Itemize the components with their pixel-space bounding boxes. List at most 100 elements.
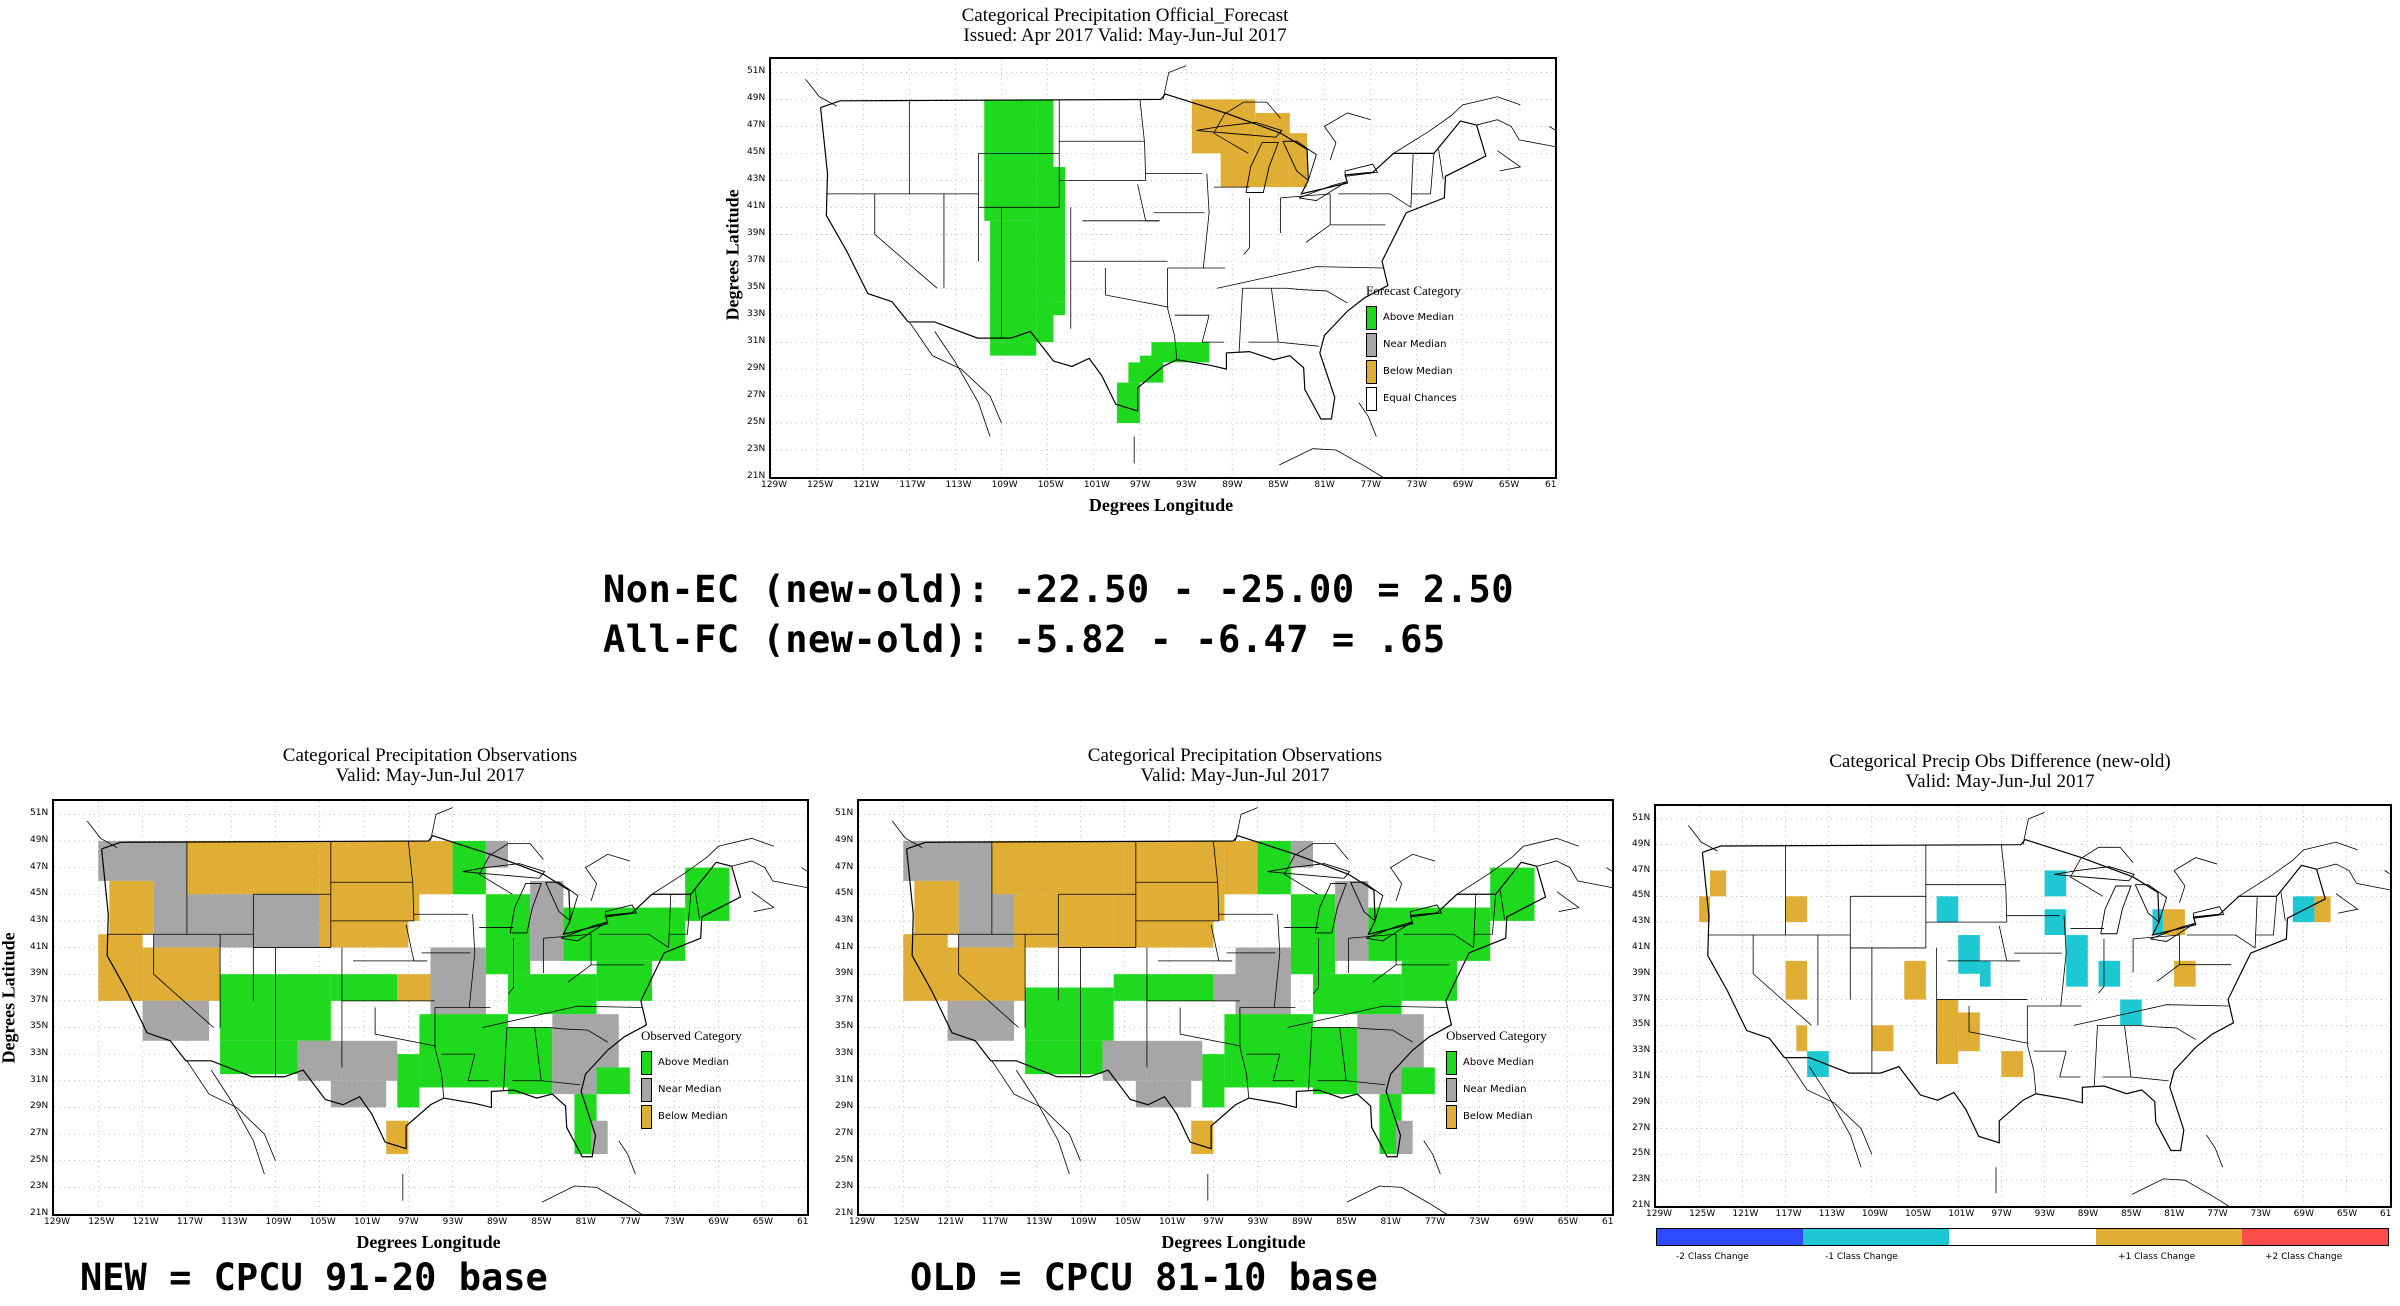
- bahamas-coast: [618, 1140, 636, 1175]
- us-outline: [906, 834, 1547, 1158]
- state-border: [1308, 1027, 1313, 1091]
- category-cell: [397, 1054, 420, 1108]
- great-lake: [1410, 904, 1443, 918]
- lat-tick-label: 43N: [1632, 916, 1651, 927]
- coastline: [1015, 1069, 1070, 1175]
- legend-above: Above Median: [1366, 304, 1461, 331]
- lon-tick-label: 69W: [2293, 1209, 2314, 1219]
- state-border: [153, 934, 214, 1028]
- category-cell: [1936, 896, 1959, 923]
- lat-tick-label: 39N: [747, 228, 766, 239]
- lon-tick-label: 85W: [531, 1217, 552, 1227]
- category-cell: [685, 867, 730, 921]
- category-cell: [991, 840, 1125, 895]
- category-cell: [508, 974, 597, 1015]
- cuba-coast: [1279, 448, 1384, 477]
- coastline: [805, 78, 837, 107]
- category-cell: [1290, 894, 1336, 975]
- category-cell: [1401, 960, 1457, 1001]
- coastline: [2082, 846, 2134, 864]
- forecast-panel: Categorical Precipitation Official_Forec…: [700, 0, 1557, 520]
- coastline: [2316, 863, 2390, 891]
- state-border: [1201, 315, 1225, 343]
- category-cell: [903, 840, 1003, 881]
- coastline: [991, 1060, 1081, 1161]
- coastline: [2335, 893, 2359, 914]
- state-border: [1273, 914, 1281, 1008]
- lat-tick-label: 35N: [747, 282, 766, 293]
- state-border: [1213, 112, 1249, 154]
- state-border: [1239, 1007, 1250, 1099]
- diff-map-svg: [1656, 806, 2390, 1206]
- lat-tick-label: 21N: [30, 1208, 49, 1218]
- state-border: [1499, 890, 1505, 920]
- coastline: [1456, 837, 1579, 895]
- legend-near: Near Median: [1446, 1076, 1547, 1103]
- lon-tick-label: 73W: [664, 1217, 685, 1227]
- forecast-xlabel: Degrees Longitude: [1088, 495, 1234, 515]
- state-border: [694, 890, 700, 920]
- category-cell: [1396, 1120, 1413, 1155]
- lat-tick-label: 25N: [30, 1154, 49, 1165]
- lat-tick-label: 29N: [835, 1101, 854, 1112]
- lat-tick-label: 33N: [747, 309, 766, 320]
- category-cell: [485, 894, 531, 975]
- state-border: [1473, 894, 1477, 948]
- state-border: [1312, 938, 1319, 995]
- state-border: [1179, 1007, 1242, 1047]
- obs-old-map-svg: [859, 801, 1612, 1214]
- category-cell: [596, 960, 652, 1001]
- near-swatch: [1446, 1077, 1457, 1102]
- lat-tick-label: 29N: [1632, 1096, 1651, 1107]
- cb-zero: [1949, 1229, 2096, 1245]
- category-cell: [990, 220, 1037, 343]
- lon-tick-label: 97W: [1129, 480, 1151, 490]
- lon-tick-label: 93W: [442, 1217, 463, 1227]
- state-border: [1403, 933, 1474, 948]
- state-border: [1137, 184, 1160, 222]
- near-swatch: [641, 1077, 652, 1102]
- category-cell: [419, 1014, 509, 1088]
- state-border: [1167, 268, 1178, 360]
- diff-title: Categorical Precip Obs Difference (new-o…: [1829, 751, 2171, 772]
- lat-tick-label: 49N: [30, 834, 49, 845]
- lat-tick-label: 35N: [1632, 1019, 1651, 1030]
- category-cell: [142, 1000, 210, 1041]
- coastline: [1296, 843, 1349, 860]
- lon-tick-label: 101W: [354, 1217, 381, 1227]
- obs-old-subtitle: Valid: May-Jun-Jul 2017: [1140, 765, 1330, 786]
- lat-tick-label: 45N: [835, 888, 854, 899]
- lat-tick-label: 51N: [747, 66, 766, 77]
- lat-tick-label: 41N: [747, 201, 766, 212]
- category-cell: [142, 947, 221, 1001]
- lon-tick-label: 65W: [1498, 480, 1520, 490]
- lon-tick-label: 121W: [937, 1217, 964, 1227]
- state-border: [434, 1007, 445, 1099]
- great-lake: [462, 863, 546, 879]
- cuba-coast: [542, 1185, 643, 1214]
- coastline: [751, 891, 775, 912]
- category-cell: [2001, 1051, 2023, 1077]
- legend-equal: Equal Chances: [1366, 385, 1461, 412]
- state-border: [2001, 844, 2008, 923]
- lon-tick-label: 61: [2380, 1209, 2392, 1219]
- lat-tick-label: 33N: [30, 1048, 49, 1059]
- lon-tick-label: 77W: [2207, 1209, 2228, 1219]
- obs-new-caption: NEW = CPCU 91-20 base: [80, 1256, 548, 1299]
- forecast-map: 51N 49N 47N 45N 43N 41N 39N 37N 35N 33N 31N 29N 27N 2…: [747, 57, 1557, 490]
- lon-tick-label: 101W: [1159, 1217, 1186, 1227]
- lon-tick-label: 85W: [1268, 480, 1289, 490]
- category-cell: [1709, 870, 1727, 897]
- coastline: [1162, 65, 1187, 100]
- lon-tick-label: 117W: [899, 480, 926, 490]
- below-swatch: [1366, 359, 1377, 384]
- category-cell: [2098, 960, 2121, 987]
- lon-tick-label: 101W: [1948, 1209, 1975, 1219]
- coastline: [491, 843, 544, 860]
- state-border: [1278, 341, 1319, 347]
- category-cell: [990, 342, 1037, 356]
- lat-tick-label: 25N: [835, 1154, 854, 1165]
- category-cell: [297, 1040, 342, 1081]
- lon-tick-label: 89W: [2077, 1209, 2099, 1219]
- lat-tick-label: 51N: [1632, 812, 1651, 823]
